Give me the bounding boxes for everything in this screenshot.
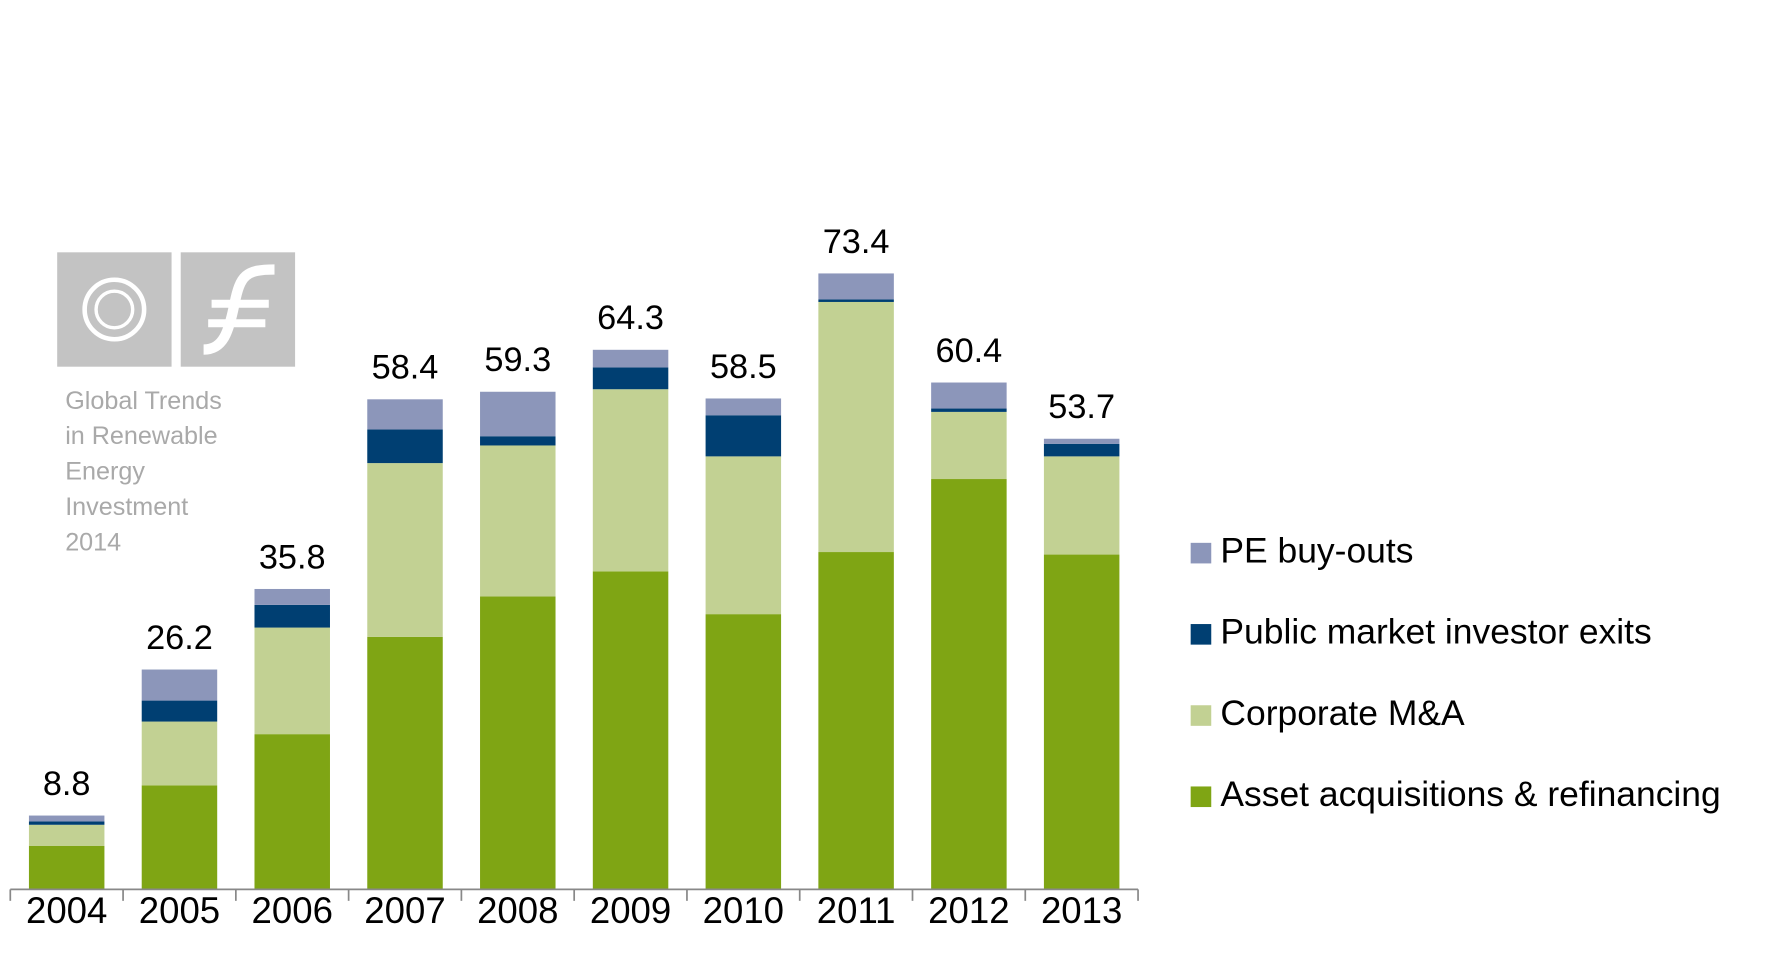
- logo-un: [57, 252, 172, 367]
- watermark-line: 2014: [65, 529, 121, 557]
- bar-segment: [1043, 443, 1120, 457]
- bar-segment: [1043, 456, 1120, 555]
- bar-segment: [818, 273, 894, 300]
- bar-segment: [141, 785, 218, 890]
- bar-segment: [480, 596, 556, 890]
- total-label: 8.8: [43, 765, 91, 803]
- bar-segment: [480, 436, 556, 446]
- x-tick-label: 2007: [364, 890, 445, 931]
- logo-emblem: [82, 277, 147, 342]
- legend-label: PE buy-outs: [1220, 530, 1413, 570]
- bar-segment: [592, 349, 669, 368]
- bar-segment: [367, 463, 443, 637]
- bar-segment: [592, 389, 669, 572]
- x-tick-label: 2011: [817, 890, 896, 931]
- bar-segment: [28, 845, 105, 890]
- watermark-line: in Renewable: [65, 422, 217, 450]
- bar-segment: [480, 391, 556, 437]
- bar-segment: [1043, 554, 1120, 890]
- bar-segment: [592, 571, 669, 890]
- watermark-line: Energy: [65, 458, 145, 486]
- watermark-line: Global Trends: [65, 387, 222, 415]
- logo-f: [208, 299, 269, 328]
- bar-segment: [705, 456, 782, 615]
- bar-segment: [28, 821, 105, 825]
- bar-segment: [931, 382, 1007, 409]
- bar-segment: [705, 415, 782, 457]
- bar-segment: [254, 734, 330, 890]
- bar-segment: [592, 367, 669, 390]
- total-label: 73.4: [823, 223, 890, 261]
- bar-segment: [28, 815, 105, 822]
- bar-segment: [141, 721, 218, 786]
- bar-segment: [818, 301, 894, 553]
- x-tick-label: 2005: [139, 890, 220, 931]
- total-label: 58.4: [372, 349, 439, 387]
- bar-segment: [141, 700, 218, 722]
- legend-label: Public market investor exits: [1220, 612, 1651, 652]
- x-tick-label: 2008: [477, 890, 558, 931]
- bar-segment: [931, 411, 1007, 480]
- logo-emblem: [94, 289, 135, 330]
- bar-segment: [367, 399, 443, 430]
- total-label: 60.4: [936, 332, 1003, 370]
- bar-segment: [141, 669, 218, 701]
- legend-swatch: [1190, 624, 1212, 645]
- bar-segment: [254, 588, 330, 605]
- total-label: 58.5: [710, 348, 777, 386]
- x-tick-label: 2012: [928, 890, 1009, 931]
- x-tick-label: 2013: [1041, 890, 1122, 931]
- bar-segment: [367, 636, 443, 890]
- bar-segment: [931, 408, 1007, 412]
- x-tick-label: 2010: [703, 890, 784, 931]
- logo: [57, 252, 296, 367]
- x-tick-label: 2009: [590, 890, 671, 931]
- bar-segment: [254, 627, 330, 735]
- total-label: 35.8: [259, 538, 326, 576]
- bar-segment: [705, 614, 782, 890]
- legend-label: Asset acquisitions & refinancing: [1220, 774, 1720, 814]
- bar-segment: [254, 604, 330, 628]
- total-label: 53.7: [1048, 388, 1115, 426]
- bar-segment: [705, 398, 782, 416]
- legend-swatch: [1190, 705, 1212, 726]
- total-label: 26.2: [146, 619, 213, 657]
- total-label: 64.3: [597, 299, 664, 337]
- x-tick-label: 2006: [252, 890, 333, 931]
- x-tick-label: 2004: [26, 890, 107, 931]
- bar-segment: [818, 299, 894, 302]
- bar-segment: [931, 479, 1007, 890]
- bar-segment: [28, 824, 105, 846]
- bar-segment: [818, 552, 894, 890]
- legend-swatch: [1190, 542, 1212, 564]
- watermark-line: Investment: [65, 493, 188, 521]
- legend-swatch: [1190, 786, 1212, 808]
- bar-segment: [367, 429, 443, 464]
- total-label: 59.3: [484, 341, 551, 379]
- legend-label: Corporate M&A: [1220, 693, 1465, 733]
- bar-segment: [480, 445, 556, 597]
- bar-segment: [1043, 438, 1120, 444]
